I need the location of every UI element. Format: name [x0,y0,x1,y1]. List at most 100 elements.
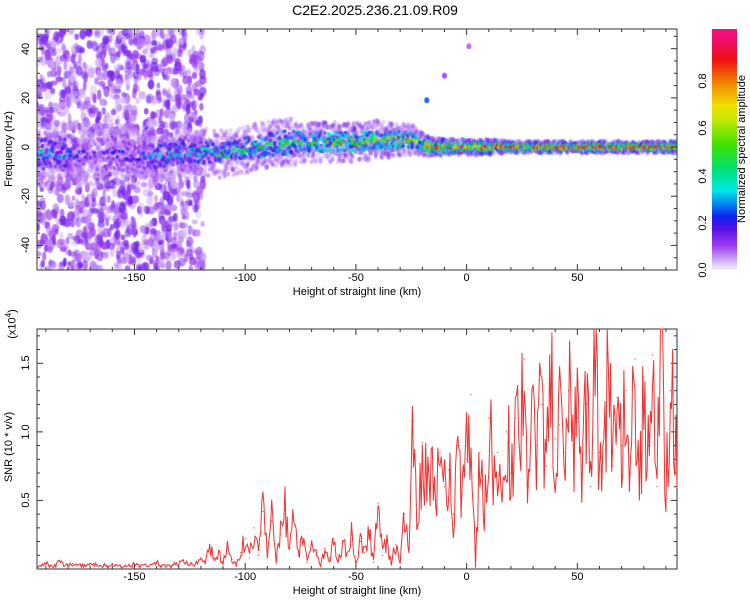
snr-data-point [333,538,335,540]
snr-data-point [54,564,56,566]
snr-data-point [116,564,118,566]
snr-data-point [297,554,299,556]
snr-data-point [368,530,370,532]
snr-data-point [346,554,348,556]
snr-data-point [120,565,122,567]
snr-data-point [519,458,521,460]
snr-data-point [266,551,268,554]
snr-data-point [191,562,193,565]
snr-data-point [395,543,397,545]
snr-data-point [80,564,82,566]
snr-data-point [222,561,224,563]
y-tick-label: -40 [20,237,32,254]
snr-data-point [129,565,131,567]
scale-exponent: 4 [4,312,13,318]
snr-data-point [151,564,153,566]
snr-data-point [443,486,446,488]
snr-data-point [169,565,171,567]
snr-data-point [497,451,499,454]
snr-data-point [311,543,313,545]
snr-data-point [669,390,671,392]
snr-data-point [523,358,525,360]
snr-y-scale-label: (x104) [3,299,19,349]
snr-data-point [638,492,640,495]
snr-data-point [545,465,547,467]
snr-data-point [279,534,282,536]
snr-data-point [235,564,237,566]
snr-data-point [474,565,477,567]
snr-data-point [634,358,636,360]
snr-data-point [550,383,552,385]
snr-data-point [209,543,211,545]
snr-data-point [173,562,175,565]
y-tick-label: 1.0 [20,424,32,440]
snr-data-point [532,390,534,392]
snr-data-point [142,564,144,566]
snr-data-point [182,560,184,562]
snr-data-point [58,560,60,562]
snr-data-point [373,561,375,563]
snr-data-point [567,390,570,392]
snr-data-point [563,451,565,454]
snr-data-point [186,564,189,566]
snr-data-point [271,520,273,522]
snr-data-point [430,465,432,467]
y-tick-label: 20 [20,91,32,104]
snr-data-point [390,564,392,566]
snr-data-point [262,510,264,512]
snr-data-point [89,562,91,565]
snr-data-point [404,513,406,515]
snr-data-point [204,562,206,565]
chart-title: C2E2.2025.236.21.09.R09 [292,2,458,18]
snr-data-point [381,554,384,556]
snr-data-point [98,565,100,567]
snr-data-point [244,538,246,540]
snr-data-point [231,558,233,560]
y-tick-label: -20 [20,188,32,205]
snr-frame [36,328,678,570]
snr-data-point [124,564,127,566]
snr-data-point [408,551,410,554]
snr-data-point [426,492,428,495]
spectrogram-frame [36,28,678,271]
colorbar-tick-label: 0.6 [697,120,709,137]
snr-data-point [616,396,618,399]
snr-data-point [67,564,69,566]
snr-data-point [36,564,38,566]
snr-data-point [147,565,149,567]
snr-data-point [328,557,330,559]
snr-data-point [647,444,649,447]
snr-data-point [319,565,322,567]
snr-x-axis-label: Height of straight line (km) [292,585,422,597]
snr-data-point [412,420,415,422]
snr-data-point [510,472,512,474]
snr-data-point [581,472,583,474]
snr-data-point [133,562,136,565]
snr-data-point [452,513,454,515]
snr-data-point [178,564,180,566]
snr-data-point [355,561,357,563]
snr-data-point [288,547,291,550]
snr-data-point [164,564,167,566]
snr-data-point [528,486,530,488]
snr-data-point [306,561,308,563]
snr-data-point [660,328,663,330]
snr-data-point [501,499,503,502]
snr-data-point [62,565,65,567]
colorbar-label: Normalized spectral amplitude [736,75,748,223]
snr-data-point [240,551,242,554]
snr-data-point [200,557,202,559]
y-tick-label: 1.5 [20,355,32,371]
snr-data-point [598,451,601,454]
snr-data-point [572,444,574,447]
y-tick-label: 40 [20,42,32,55]
snr-data-point [342,540,344,543]
snr-data-point [439,451,441,454]
spectrogram-y-axis-label: Frequency (Hz) [3,111,15,187]
snr-data-point [448,469,450,471]
snr-data-point [656,486,658,488]
snr-data-point [492,486,494,488]
x-tick-label: -100 [234,272,257,284]
snr-data-point [93,564,96,566]
snr-data-point [461,492,463,495]
